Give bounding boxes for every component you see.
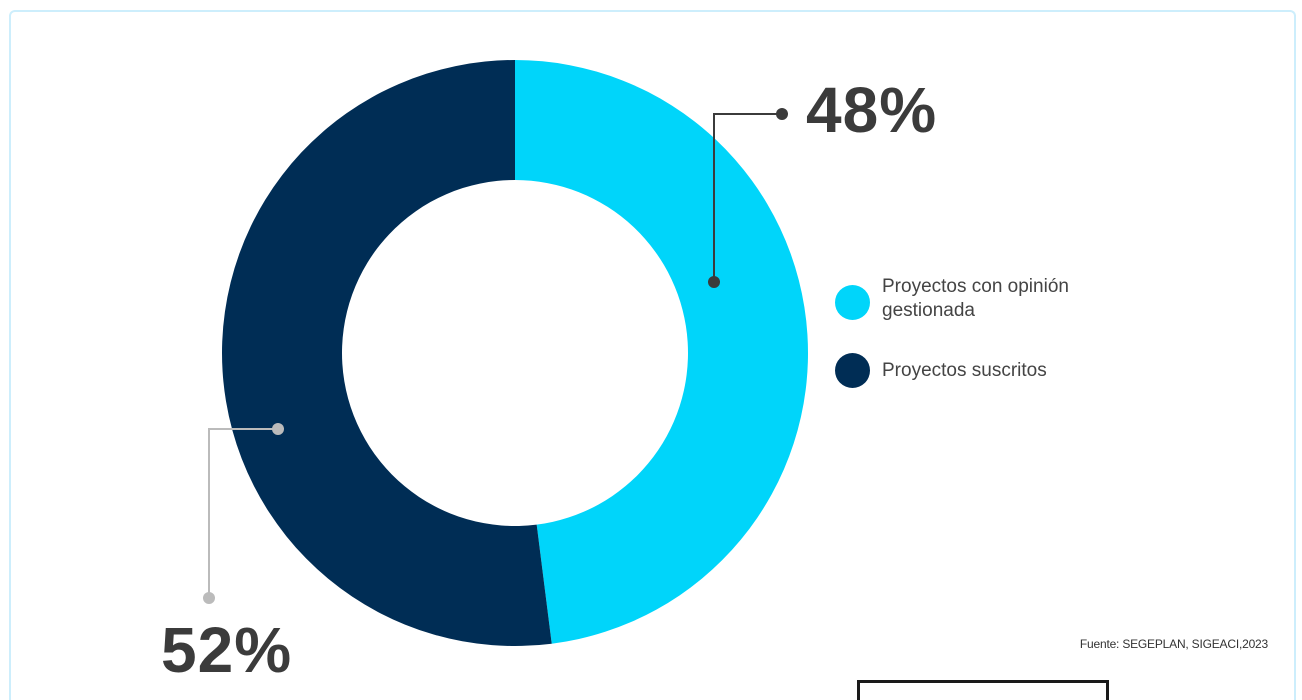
leader-line-opinion — [713, 113, 781, 282]
leader-line-suscritos — [208, 428, 278, 598]
bottom-panel-edge — [857, 680, 1109, 700]
leader-dot-opinion-outer — [776, 108, 788, 120]
slice-suscritos — [222, 60, 552, 646]
legend-label-opinion: Proyectos con opinión gestionada — [882, 276, 1069, 321]
legend-item-suscritos: Proyectos suscritos — [835, 353, 1135, 388]
legend-swatch-suscritos — [835, 353, 870, 388]
slice-opinion — [515, 60, 809, 644]
source-note: Fuente: SEGEPLAN, SIGEACI,2023 — [1079, 637, 1268, 651]
leader-lines — [203, 108, 788, 604]
leader-dot-opinion-inner — [708, 276, 720, 288]
leader-dot-suscritos-inner — [272, 423, 284, 435]
data-label-opinion: 48% — [806, 74, 938, 146]
legend-swatch-opinion — [835, 285, 870, 320]
leader-dot-suscritos-outer — [203, 592, 215, 604]
legend-label-suscritos: Proyectos suscritos — [882, 360, 1047, 381]
donut-slices — [222, 60, 809, 646]
legend-item-opinion: Proyectos con opinión gestionada — [835, 275, 1135, 323]
legend: Proyectos con opinión gestionada Proyect… — [835, 275, 1135, 388]
data-label-suscritos: 52% — [161, 614, 293, 686]
